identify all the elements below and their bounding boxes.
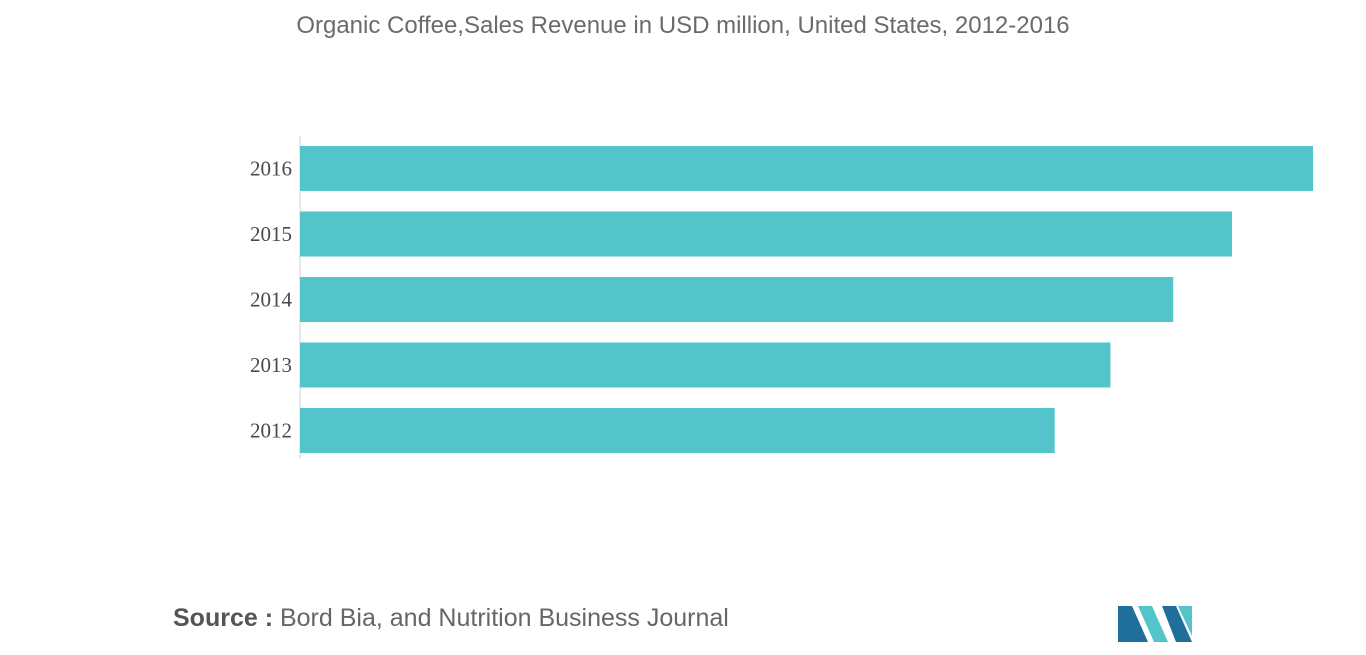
logo-left-shape <box>1118 606 1148 642</box>
bar-2014 <box>300 277 1174 322</box>
tick-label-2015: 2015 <box>250 222 292 246</box>
tick-labels-group: 2016 2015 2014 2013 2012 <box>250 157 293 443</box>
tick-label-2016: 2016 <box>250 157 292 181</box>
bar-2016 <box>300 146 1313 191</box>
logo-right-shape <box>1162 606 1192 642</box>
bar-2012 <box>300 408 1055 453</box>
bars-group <box>300 146 1313 453</box>
logo-corner-shape <box>1178 606 1192 636</box>
chart-title: Organic Coffee,Sales Revenue in USD mill… <box>296 12 1070 39</box>
source-note: Source : Bord Bia, and Nutrition Busines… <box>173 604 729 633</box>
tick-label-2014: 2014 <box>250 288 293 312</box>
brand-logo-icon <box>1118 606 1192 642</box>
source-text: Bord Bia, and Nutrition Business Journal <box>273 604 729 632</box>
logo-middle-shape <box>1138 606 1168 642</box>
bar-2013 <box>300 342 1111 388</box>
tick-label-2013: 2013 <box>250 353 292 377</box>
bar-2015 <box>300 211 1232 257</box>
source-prefix: Source : <box>173 604 274 632</box>
tick-label-2012: 2012 <box>250 419 292 443</box>
